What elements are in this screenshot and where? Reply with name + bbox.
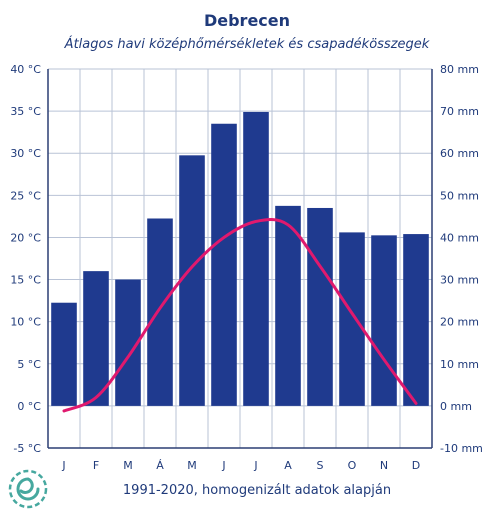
precipitation-bar — [371, 235, 397, 406]
left-tick-label: 20 °C — [10, 231, 41, 244]
precipitation-bar — [51, 302, 77, 406]
left-tick-label: 5 °C — [17, 358, 41, 371]
precipitation-bar — [147, 218, 173, 406]
left-tick-label: 30 °C — [10, 147, 41, 160]
left-tick-label: -5 °C — [13, 442, 41, 455]
x-tick-label: M — [187, 459, 197, 472]
precipitation-bar — [307, 207, 333, 406]
precipitation-bar — [243, 111, 269, 406]
temperature-line — [62, 218, 418, 413]
precipitation-bar — [275, 205, 301, 406]
right-tick-label: 60 mm — [440, 147, 479, 160]
right-tick-label: 0 mm — [440, 400, 472, 413]
x-tick-label: M — [123, 459, 133, 472]
right-tick-label: 80 mm — [440, 63, 479, 76]
right-tick-label: 40 mm — [440, 231, 479, 244]
x-tick-label: S — [317, 459, 324, 472]
spiral-logo-icon — [8, 469, 48, 509]
x-tick-label: O — [348, 459, 357, 472]
right-tick-label: 10 mm — [440, 358, 479, 371]
left-tick-label: 25 °C — [10, 189, 41, 202]
x-tick-label: F — [93, 459, 99, 472]
x-tick-label: J — [221, 459, 225, 472]
right-tick-label: 70 mm — [440, 105, 479, 118]
left-tick-label: 40 °C — [10, 63, 41, 76]
precipitation-bar — [179, 155, 205, 406]
x-tick-label: J — [61, 459, 65, 472]
right-tick-label: 30 mm — [440, 274, 479, 287]
right-tick-label: 20 mm — [440, 316, 479, 329]
chart-footer: 1991-2020, homogenizált adatok alapján — [123, 483, 391, 498]
precipitation-bar — [83, 271, 109, 406]
chart-subtitle: Átlagos havi középhőmérsékletek és csapa… — [64, 36, 430, 52]
left-axis-ticks: 40 °C 35 °C 30 °C 25 °C 20 °C 15 °C 10 °C 5 °C 0… — [10, 63, 41, 455]
x-tick-label: Á — [156, 459, 164, 472]
x-tick-label: D — [412, 459, 420, 472]
chart-title: Debrecen — [204, 11, 290, 30]
right-tick-label: -10 mm — [440, 442, 483, 455]
right-tick-label: 50 mm — [440, 189, 479, 202]
left-tick-label: 0 °C — [17, 400, 41, 413]
precipitation-bar — [403, 234, 429, 406]
left-tick-label: 15 °C — [10, 274, 41, 287]
left-tick-label: 35 °C — [10, 105, 41, 118]
x-tick-label: A — [284, 459, 292, 472]
precipitation-bar — [339, 232, 365, 406]
precipitation-bar — [211, 123, 237, 406]
left-tick-label: 10 °C — [10, 316, 41, 329]
axes — [47, 69, 433, 449]
precipitation-bars — [51, 111, 429, 406]
x-tick-label: N — [380, 459, 388, 472]
right-axis-ticks: 80 mm 70 mm 60 mm 50 mm 40 mm 30 mm 20 mm 10 mm… — [440, 63, 483, 455]
x-tick-label: J — [253, 459, 257, 472]
